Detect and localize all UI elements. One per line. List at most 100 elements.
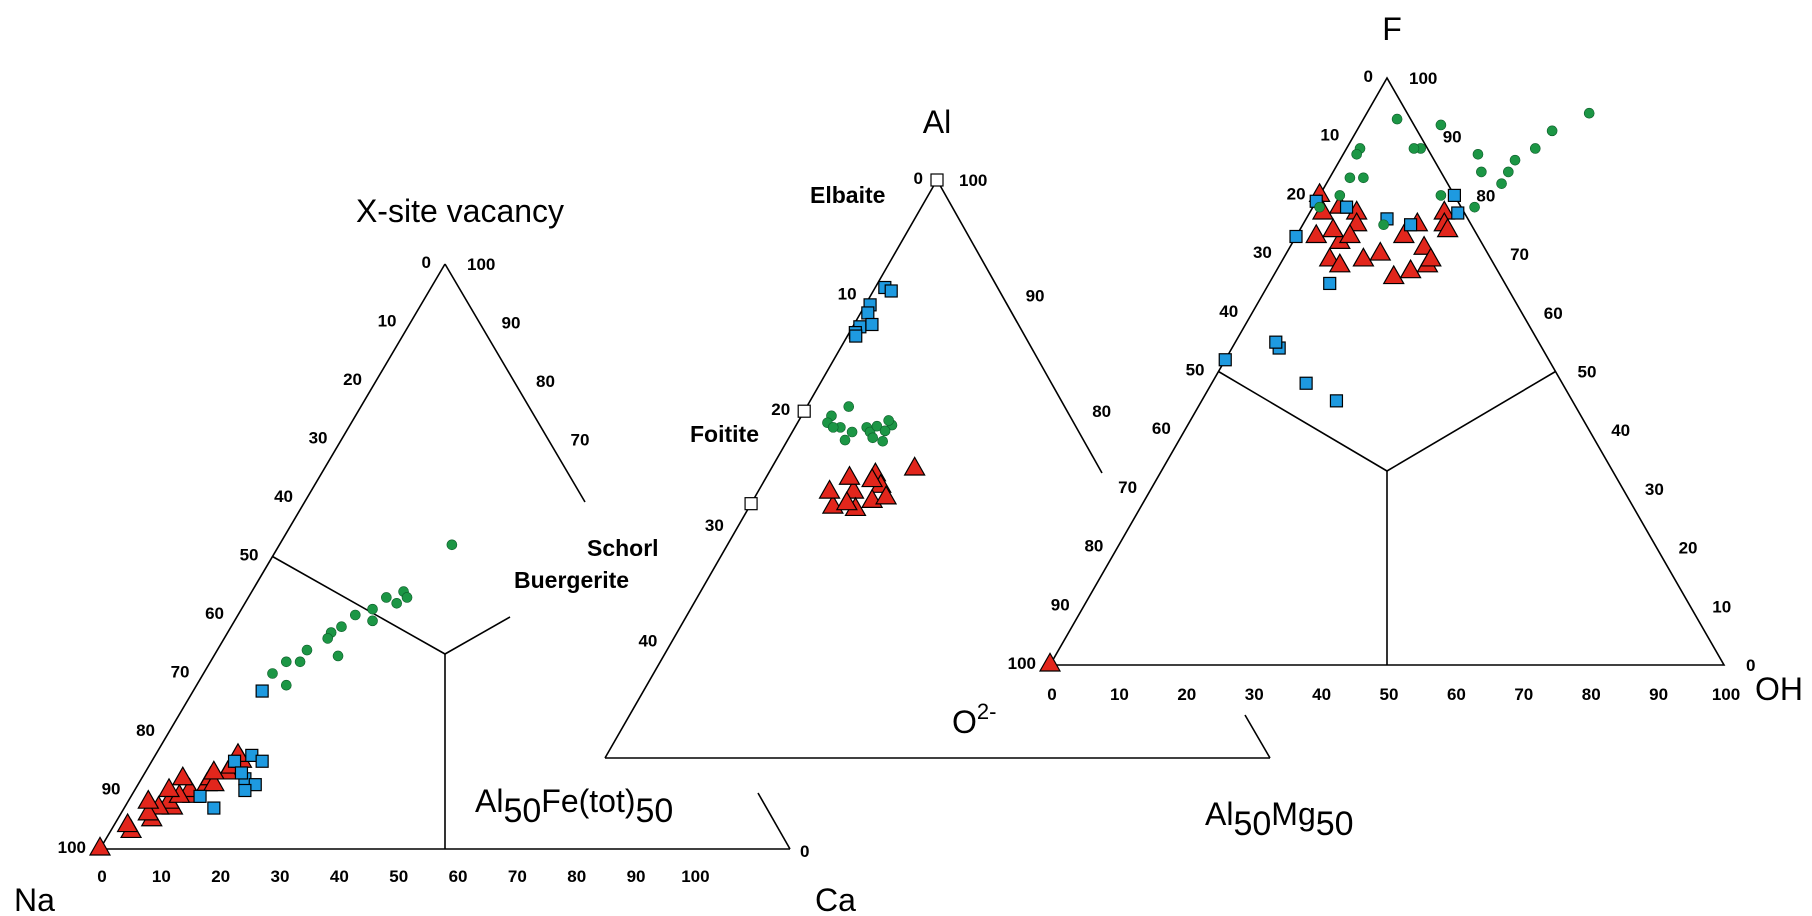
tick-label: 20 xyxy=(1679,539,1698,558)
left-square-point xyxy=(255,754,269,768)
middle-ternary-diagram: 0102030401009080AlAl50Mg50ElbaiteFoitite… xyxy=(514,104,1354,843)
tick-label: 0 xyxy=(1047,685,1056,704)
vertex-label-sub: Al50Fe(tot)50 xyxy=(475,783,673,830)
left-circle-point xyxy=(446,539,458,551)
right-axis-upper xyxy=(936,179,1103,474)
middle-circle-point xyxy=(883,415,894,426)
right-circle-point xyxy=(1351,149,1362,160)
middle-circle-point xyxy=(877,435,888,447)
right-triangle-point xyxy=(1436,217,1459,238)
left-circle-point xyxy=(294,656,306,668)
end-member-marker xyxy=(930,173,944,187)
tick-label: 0 xyxy=(914,169,923,188)
right-square-point xyxy=(1451,206,1465,220)
tick-label: 50 xyxy=(1380,685,1399,704)
right-triangle-point xyxy=(1322,217,1345,238)
left-triangle-point xyxy=(137,789,160,809)
tick-label: 90 xyxy=(627,867,646,886)
tick-label: 90 xyxy=(1051,595,1070,614)
middle-triangle-point xyxy=(818,479,841,499)
tick-label: 10 xyxy=(838,285,857,304)
tick-label: 80 xyxy=(567,867,586,886)
right-circle-point xyxy=(1378,219,1389,231)
tick-label: 30 xyxy=(271,867,290,886)
right-triangle-point xyxy=(1369,241,1392,261)
field-boundary xyxy=(272,555,446,655)
middle-circle-point xyxy=(839,434,851,446)
tick-label: 90 xyxy=(502,314,521,333)
tick-label: 50 xyxy=(389,867,408,886)
right-circle-point xyxy=(1469,201,1480,213)
right-triangle-point xyxy=(1399,258,1422,279)
tick-label: 80 xyxy=(536,372,555,391)
left-square-point xyxy=(193,789,207,803)
middle-circle-point xyxy=(867,432,879,444)
right-circle-point xyxy=(1476,166,1487,178)
tick-label: 10 xyxy=(1320,126,1339,145)
middle-triangle-point xyxy=(875,485,898,505)
right-ternary-diagram: 0102030405060708090100100908070605040302… xyxy=(952,11,1803,740)
left-circle-point xyxy=(367,603,378,615)
tick-label: 40 xyxy=(1312,685,1331,704)
field-boundary xyxy=(1386,370,1556,472)
tick-label: 60 xyxy=(1544,304,1563,323)
tick-label: 40 xyxy=(1611,421,1630,440)
tick-label: 0 xyxy=(422,253,431,272)
tick-label: 10 xyxy=(1110,685,1129,704)
left-square-point xyxy=(227,754,242,768)
field-boundary xyxy=(444,616,511,655)
tick-label: 10 xyxy=(1712,597,1731,616)
left-square-point xyxy=(238,783,252,798)
vertex-label-top: X-site vacancy xyxy=(356,193,564,229)
right-triangle-point xyxy=(1382,264,1405,285)
middle-circle-point xyxy=(846,426,858,438)
tick-label: 30 xyxy=(309,429,328,448)
mineral-label-buergerite: Buergerite xyxy=(514,567,629,593)
tick-label: 20 xyxy=(211,867,230,886)
right-circle-point xyxy=(1509,154,1521,166)
tick-label: 30 xyxy=(1645,480,1664,499)
middle-square-point xyxy=(861,306,875,320)
tick-label: 0 xyxy=(800,842,809,861)
tick-label: 100 xyxy=(1409,69,1437,88)
tick-label: 50 xyxy=(1186,361,1205,380)
middle-square-point xyxy=(865,317,879,332)
left-circle-point xyxy=(280,656,292,668)
left-circle-point xyxy=(280,679,292,691)
left-triangle-point xyxy=(88,836,112,856)
tick-label: 40 xyxy=(330,867,349,886)
left-triangle-point xyxy=(137,801,160,821)
tick-label: 20 xyxy=(343,370,362,389)
tick-label: 100 xyxy=(467,255,495,274)
right-circle-point xyxy=(1334,190,1346,201)
tick-label: 0 xyxy=(1746,656,1755,675)
right-circle-point xyxy=(1314,201,1325,213)
right-square-point xyxy=(1269,335,1283,349)
tick-label: 40 xyxy=(274,487,293,506)
left-triangle-point xyxy=(202,771,225,792)
tick-label: 60 xyxy=(205,604,224,623)
tick-label: 100 xyxy=(58,838,86,857)
right-triangle-point xyxy=(1305,223,1328,244)
right-triangle-point xyxy=(1392,223,1415,244)
vertex-label-right: Ca xyxy=(815,882,856,916)
tick-label: 60 xyxy=(1152,419,1171,438)
tick-label: 40 xyxy=(638,631,657,650)
tick-label: 40 xyxy=(1219,302,1238,321)
right-axis-lower xyxy=(1244,714,1271,759)
right-circle-point xyxy=(1503,166,1514,178)
vertex-label-top: Al xyxy=(923,104,951,140)
right-circle-point xyxy=(1344,172,1356,184)
tick-label: 90 xyxy=(1649,685,1668,704)
tick-label: 0 xyxy=(97,867,106,886)
tick-label: 20 xyxy=(1287,184,1306,203)
tick-label: 70 xyxy=(171,663,190,682)
middle-triangle-point xyxy=(835,490,858,511)
tick-label: 100 xyxy=(959,171,987,190)
left-circle-point xyxy=(401,592,413,603)
right-triangle-point xyxy=(1413,235,1436,255)
middle-square-point xyxy=(849,329,863,343)
tick-label: 70 xyxy=(1510,245,1529,264)
tick-label: 80 xyxy=(136,721,155,740)
